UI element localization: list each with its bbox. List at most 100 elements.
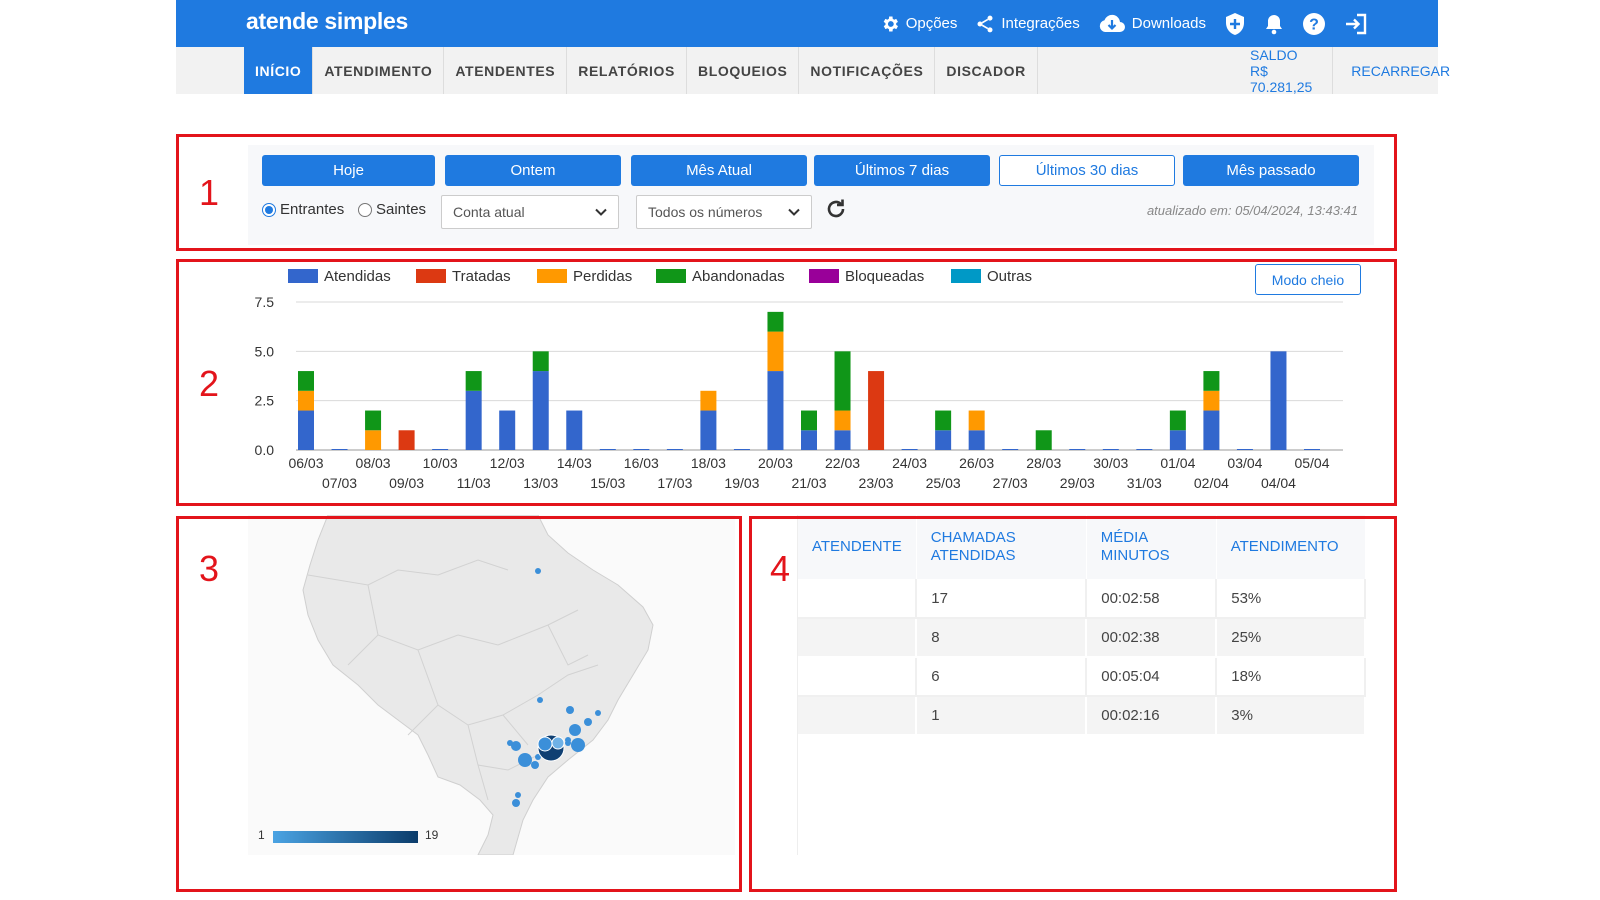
map-marker[interactable] xyxy=(511,741,521,751)
map-marker[interactable] xyxy=(571,738,585,752)
tab-discador[interactable]: DISCADOR xyxy=(935,47,1038,94)
annotation-box-4 xyxy=(749,516,1397,892)
bar-segment xyxy=(834,351,851,411)
numbers-select[interactable]: Todos os números xyxy=(636,195,812,229)
map-marker[interactable] xyxy=(518,753,532,767)
period-button-mes-atual[interactable]: Mês Atual xyxy=(631,155,807,186)
annotation-box-3 xyxy=(176,516,742,892)
x-tick-label: 14/03 xyxy=(557,455,592,471)
cell-avg-minutes: 00:02:16 xyxy=(1086,696,1218,736)
bar-segment xyxy=(465,371,482,391)
account-select[interactable]: Conta atual xyxy=(441,195,619,229)
table-row[interactable]: 6 00:05:04 18% xyxy=(798,657,1366,697)
cell-percentage: 25% xyxy=(1216,618,1366,658)
column-header-atendente[interactable]: ATENDENTE xyxy=(798,515,917,579)
bar-segment xyxy=(298,390,314,411)
column-header-chamadas[interactable]: CHAMADAS ATENDIDAS xyxy=(916,515,1087,579)
map-markers xyxy=(507,568,601,807)
map-marker[interactable] xyxy=(531,761,539,769)
nav-right: SALDO R$ 70.281,25 RECARREGAR xyxy=(1250,47,1451,95)
app-logo[interactable]: atende simples xyxy=(246,8,408,34)
period-button-mes-passado[interactable]: Mês passado xyxy=(1183,155,1359,186)
cloud-download-icon xyxy=(1099,14,1125,32)
table-row[interactable]: 17 00:02:58 53% xyxy=(798,579,1366,619)
radio-entrantes[interactable]: Entrantes xyxy=(262,201,344,218)
column-header-atendimento[interactable]: ATENDIMENTO xyxy=(1216,515,1366,579)
security-button[interactable] xyxy=(1224,12,1246,36)
y-tick-label: 5.0 xyxy=(255,343,275,359)
bar-segment xyxy=(767,371,784,450)
x-tick-label: 22/03 xyxy=(825,455,860,471)
tab-notificacoes[interactable]: NOTIFICAÇÕES xyxy=(799,47,936,94)
tab-bloqueios[interactable]: BLOQUEIOS xyxy=(687,47,800,94)
tab-relatorios[interactable]: RELATÓRIOS xyxy=(567,47,687,94)
map-marker[interactable] xyxy=(569,724,581,736)
options-button[interactable]: Opções xyxy=(880,14,957,34)
legend-swatch xyxy=(809,269,839,283)
legend-label: Tratadas xyxy=(452,268,511,285)
legend-label: Bloqueadas xyxy=(845,268,924,285)
map-marker[interactable] xyxy=(512,799,520,807)
bar-segment xyxy=(801,430,817,450)
map-marker[interactable] xyxy=(515,792,521,798)
integrations-button[interactable]: Integrações xyxy=(975,14,1080,34)
full-mode-button[interactable]: Modo cheio xyxy=(1255,264,1361,295)
map-marker[interactable] xyxy=(565,740,571,746)
logout-button[interactable] xyxy=(1344,13,1368,35)
map-marker[interactable] xyxy=(566,706,574,714)
map-marker[interactable] xyxy=(584,718,592,726)
tab-inicio[interactable]: INÍCIO xyxy=(244,47,314,94)
downloads-button[interactable]: Downloads xyxy=(1098,14,1206,34)
cell-avg-minutes: 00:05:04 xyxy=(1086,657,1218,697)
x-tick-label: 12/03 xyxy=(490,455,525,471)
annotation-label-3: 3 xyxy=(199,548,220,589)
x-tick-label: 10/03 xyxy=(423,455,458,471)
map-marker[interactable] xyxy=(551,736,565,750)
period-button-ontem[interactable]: Ontem xyxy=(445,155,621,186)
bar-segment xyxy=(1203,410,1220,450)
bar-segment xyxy=(432,449,449,450)
x-tick-label: 07/03 xyxy=(322,475,357,491)
notifications-button[interactable] xyxy=(1264,13,1284,35)
south-america-landmass xyxy=(302,515,654,855)
radio-entrantes-label: Entrantes xyxy=(280,201,345,218)
x-tick-label: 04/04 xyxy=(1261,475,1296,491)
x-tick-label: 25/03 xyxy=(926,475,961,491)
table-row[interactable]: 1 00:02:16 3% xyxy=(798,696,1366,736)
help-button[interactable]: ? xyxy=(1302,12,1326,36)
map-legend-min: 1 xyxy=(258,828,265,842)
balance-text[interactable]: SALDO R$ 70.281,25 xyxy=(1250,47,1334,95)
integrations-label: Integrações xyxy=(1001,15,1080,32)
annotation-label-4: 4 xyxy=(770,548,791,589)
map-borders xyxy=(307,559,599,801)
period-button-ultimos-30-dias[interactable]: Últimos 30 dias xyxy=(999,155,1175,186)
radio-saintes[interactable]: Saintes xyxy=(358,201,426,218)
table-row[interactable]: 8 00:02:38 25% xyxy=(798,618,1366,658)
x-tick-label: 28/03 xyxy=(1026,455,1061,471)
refresh-button[interactable] xyxy=(824,197,848,226)
map-marker[interactable] xyxy=(535,568,541,574)
bar-segment xyxy=(298,371,314,391)
calls-chart: 7.5 5.0 2.5 0.0 Atendidas Tratadas Perdidas Aba… xyxy=(255,268,1343,491)
nav-tabs: INÍCIO ATENDIMENTO ATENDENTES RELATÓRIOS… xyxy=(244,47,1038,94)
column-header-media[interactable]: MÉDIA MINUTOS xyxy=(1086,515,1217,579)
legend-swatch xyxy=(416,269,446,283)
recharge-link[interactable]: RECARREGAR xyxy=(1351,62,1451,79)
map-marker[interactable] xyxy=(537,697,543,703)
cell-attendant xyxy=(798,618,918,658)
tab-atendentes[interactable]: ATENDENTES xyxy=(444,47,568,94)
bar-segment xyxy=(801,410,817,431)
x-tick-label: 17/03 xyxy=(657,475,692,491)
bar-segment xyxy=(767,311,784,332)
map-marker[interactable] xyxy=(507,740,513,746)
cell-calls: 8 xyxy=(916,618,1088,658)
tab-atendimento[interactable]: ATENDIMENTO xyxy=(313,47,445,94)
map-marker[interactable] xyxy=(595,710,601,716)
x-tick-label: 01/04 xyxy=(1160,455,1195,471)
main-nav: INÍCIO ATENDIMENTO ATENDENTES RELATÓRIOS… xyxy=(176,47,1450,95)
period-button-hoje[interactable]: Hoje xyxy=(262,155,435,186)
bar-segment xyxy=(1236,449,1253,450)
map-marker[interactable] xyxy=(535,754,541,760)
y-tick-label: 0.0 xyxy=(255,442,275,458)
period-button-ultimos-7-dias[interactable]: Últimos 7 dias xyxy=(814,155,990,186)
